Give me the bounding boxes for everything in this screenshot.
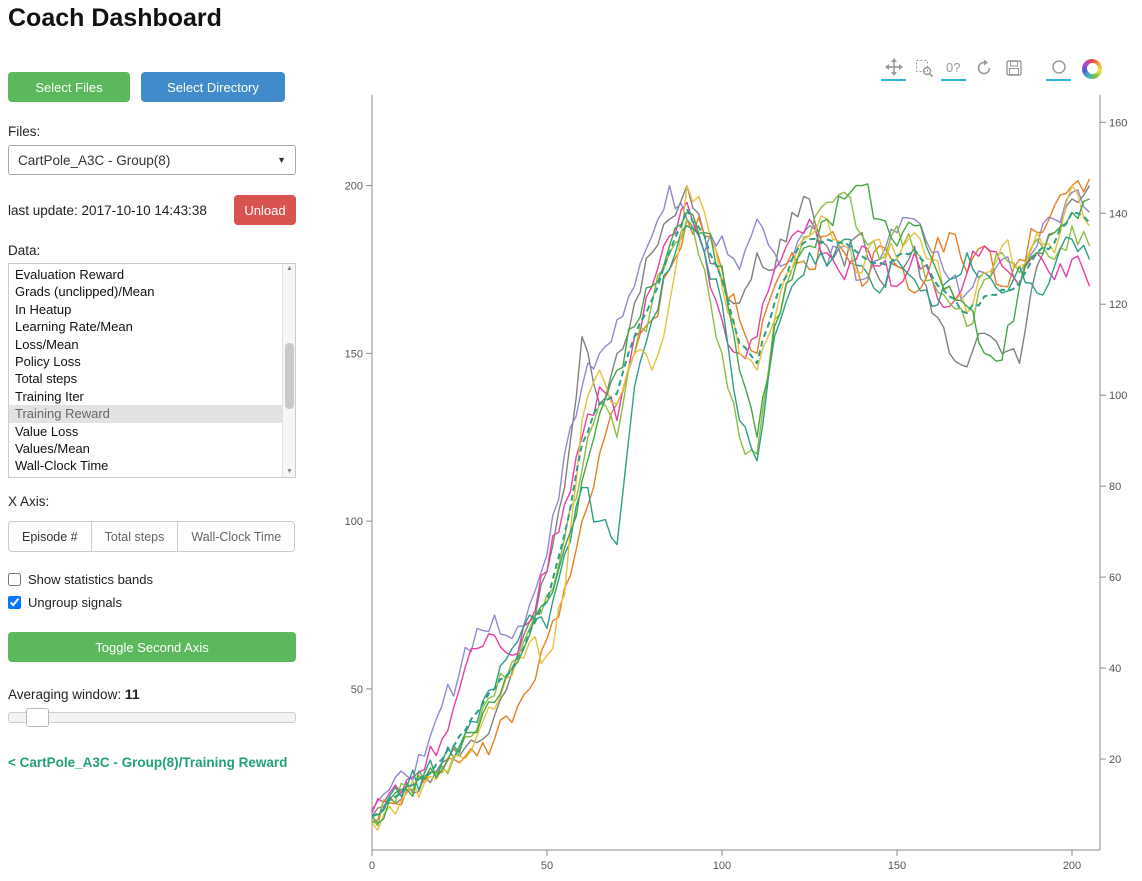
averaging-window-slider[interactable] (8, 708, 296, 727)
hover-icon: 0? (946, 60, 960, 75)
series-line-signal-1 (371, 184, 1091, 817)
data-list-item[interactable]: Total steps (15, 371, 78, 387)
x-axis-option-total-steps[interactable]: Total steps (91, 521, 179, 552)
stats-bands-checkbox-row[interactable]: Show statistics bands (8, 572, 296, 587)
crosshair-tool-button[interactable] (1046, 56, 1071, 81)
axis-tick-label: 100 (713, 860, 731, 872)
stats-bands-label: Show statistics bands (28, 572, 154, 587)
pan-tool-button[interactable] (881, 56, 906, 81)
chart-axes (371, 95, 1101, 851)
scrollbar-thumb[interactable] (285, 342, 294, 409)
sidebar: Select Files Select Directory Files: Car… (8, 60, 296, 770)
averaging-window-value: 11 (124, 686, 140, 702)
scrollbar[interactable]: ▲ ▼ (282, 264, 295, 477)
axis-tick-label: 60 (1109, 572, 1121, 584)
axis-tick-label: 40 (1109, 663, 1121, 675)
data-list: Evaluation Reward Grads (unclipped)/Mean I… (9, 264, 295, 475)
select-directory-button[interactable]: Select Directory (141, 72, 285, 102)
series-line-signal-3 (371, 178, 1091, 824)
reset-icon (977, 59, 990, 74)
data-list-item[interactable]: Training Iter (15, 388, 84, 404)
breadcrumb-link[interactable]: < CartPole_A3C - Group(8)/Training Rewar… (8, 755, 288, 770)
file-buttons-row: Select Files Select Directory (8, 72, 296, 102)
select-files-button[interactable]: Select Files (8, 72, 130, 102)
data-list-item[interactable]: Values/Mean (15, 440, 90, 456)
series-line-signal-2 (371, 184, 1090, 811)
axis-tick-label: 120 (1109, 299, 1127, 311)
bokeh-logo[interactable] (1082, 58, 1102, 79)
chevron-down-icon: ▼ (277, 155, 286, 165)
data-list-item[interactable]: Training Reward (9, 405, 295, 423)
data-list-item[interactable]: Grads (unclipped)/Mean (15, 284, 155, 300)
scroll-up-icon[interactable]: ▲ (286, 265, 293, 272)
x-axis-option-wall-clock-time[interactable]: Wall-Clock Time (178, 521, 296, 552)
axis-tick-label: 0 (369, 860, 375, 872)
slider-thumb[interactable] (26, 708, 50, 727)
series-line-signal-7 (371, 184, 1091, 831)
series-line-signal-5 (371, 191, 1091, 827)
files-dropdown[interactable]: CartPole_A3C - Group(8) ▼ (8, 145, 296, 175)
axis-tick-label: 80 (1109, 481, 1121, 493)
unload-button[interactable]: Unload (234, 195, 296, 225)
last-update-row: last update: 2017-10-10 14:43:38 Unload (8, 195, 296, 225)
axis-tick-label: 140 (1109, 208, 1127, 220)
save-icon (1005, 59, 1022, 76)
data-list-item[interactable]: Wall-Clock Time (15, 458, 109, 474)
reset-tool-button[interactable] (971, 56, 996, 81)
x-axis-label: X Axis: (8, 494, 50, 509)
stats-bands-checkbox[interactable] (8, 573, 21, 586)
series-line-signal-8 (371, 183, 1090, 825)
training-reward-chart[interactable]: 50 100 150 200 20 40 60 80 100 120 140 160 0 50 100 150… (322, 50, 1142, 880)
data-list-item[interactable]: In Heatup (15, 301, 72, 317)
page-title: Coach Dashboard (8, 4, 222, 32)
averaging-window-label: Averaging window: (8, 687, 122, 702)
data-listbox[interactable]: Evaluation Reward Grads (unclipped)/Mean I… (8, 263, 296, 478)
axis-tick-label: 20 (1109, 754, 1121, 766)
box-zoom-tool-button[interactable] (911, 56, 936, 81)
axis-tick-label: 100 (345, 516, 363, 528)
toggle-second-axis-button[interactable]: Toggle Second Axis (8, 632, 296, 662)
data-list-item[interactable]: Policy Loss (15, 353, 81, 369)
crosshair-icon (1051, 59, 1066, 74)
x-axis-option-episode-[interactable]: Episode # (8, 521, 92, 552)
chart-area: 0? 50 100 150 200 20 40 60 80 100 120 140 160 0 (322, 50, 1142, 881)
last-update-text: last update: 2017-10-10 14:43:38 (8, 202, 207, 218)
scroll-down-icon[interactable]: ▼ (286, 468, 293, 475)
axis-tick-label: 50 (541, 860, 553, 872)
axis-tick-label: 200 (345, 181, 363, 193)
svg-text:0?: 0? (946, 60, 960, 75)
save-tool-button[interactable] (1001, 56, 1026, 81)
data-list-item[interactable]: Evaluation Reward (15, 267, 125, 282)
axis-tick-label: 150 (345, 348, 363, 360)
pan-icon (884, 57, 903, 76)
axis-tick-label: 150 (888, 860, 906, 872)
files-dropdown-value: CartPole_A3C - Group(8) (18, 152, 171, 168)
data-label: Data: (8, 243, 41, 258)
bokeh-toolbar: 0? (881, 56, 1102, 81)
ungroup-signals-checkbox[interactable] (8, 596, 21, 609)
data-list-item[interactable]: Value Loss (15, 423, 79, 439)
axis-tick-label: 100 (1109, 390, 1127, 402)
data-list-item[interactable]: Loss/Mean (15, 336, 79, 352)
box-zoom-icon (915, 59, 933, 77)
averaging-window-row: Averaging window: 11 (8, 686, 296, 702)
files-label: Files: (8, 124, 41, 139)
axis-tick-label: 200 (1063, 860, 1081, 872)
data-list-item[interactable]: Learning Rate/Mean (15, 319, 133, 335)
series-line-mean (371, 208, 1091, 818)
series-line-signal-6 (371, 225, 1091, 818)
bokeh-logo-center (1086, 63, 1098, 74)
hover-tool-button[interactable]: 0? (941, 56, 966, 81)
axis-tick-label: 50 (351, 684, 363, 696)
x-axis-button-group: Episode # Total steps Wall-Clock Time (8, 521, 296, 552)
ungroup-signals-label: Ungroup signals (28, 595, 122, 610)
axis-tick-label: 160 (1109, 117, 1127, 129)
ungroup-signals-checkbox-row[interactable]: Ungroup signals (8, 595, 296, 610)
